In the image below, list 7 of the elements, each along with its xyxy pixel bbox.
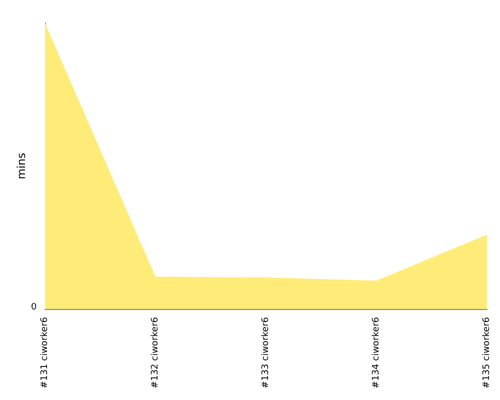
x-tick-label: #133 ciworker6 [261,316,271,388]
x-tick-label: #132 ciworker6 [150,316,160,388]
text: 0 [31,302,37,312]
y-axis-title: mins [15,152,28,180]
x-tick-label: #131 ciworker6 [40,316,50,388]
x-tick-label: #134 ciworker6 [372,316,382,388]
x-tick-label: #135 ciworker6 [482,316,492,388]
